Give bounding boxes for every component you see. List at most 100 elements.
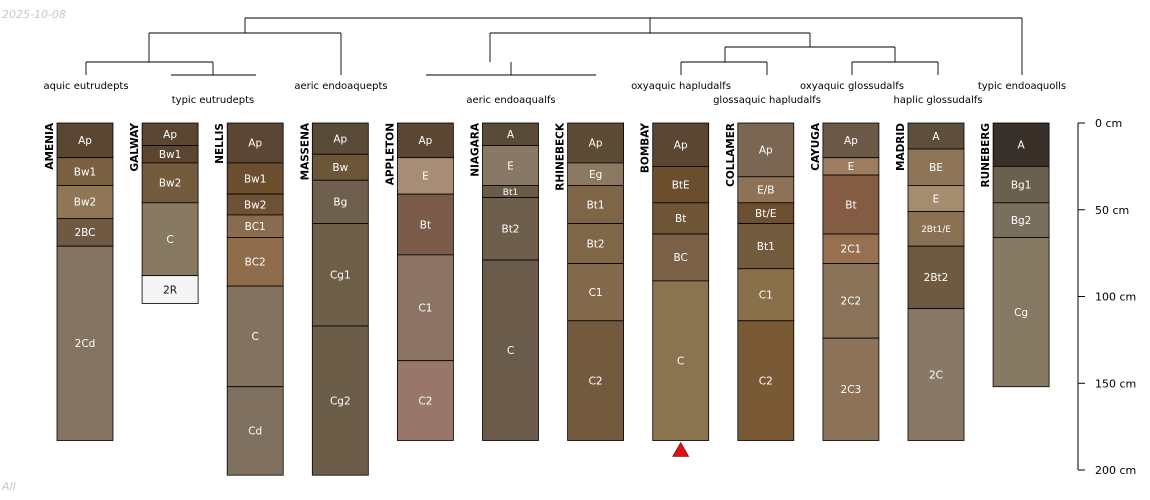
horizon-label: E/B — [757, 185, 774, 197]
profile-niagara: NIAGARA A E Bt1 Bt2 C — [470, 122, 539, 441]
horizon-2bt2 — [907, 245, 965, 310]
horizon-c2 — [396, 360, 454, 441]
horizon-cd — [226, 386, 284, 476]
horizon-cg2 — [311, 325, 369, 476]
profile-name: RUNEBERG — [980, 123, 992, 187]
horizon-2c3 — [822, 337, 880, 441]
horizon-be — [907, 148, 965, 186]
horizon-bg1 — [992, 165, 1050, 204]
horizon-label: BC1 — [245, 221, 266, 233]
horizon-label: 2C — [929, 369, 943, 381]
horizon-label: Ap — [844, 135, 858, 147]
horizon-label: Ap — [163, 129, 177, 141]
horizon-label: Bw2 — [244, 199, 266, 211]
horizon-bt — [822, 174, 880, 235]
horizon-label: 2Bt1/E — [921, 225, 951, 235]
horizon-label: C2 — [589, 375, 603, 387]
horizon-label: Cd — [248, 426, 262, 438]
taxon-label: typic eutrudepts — [172, 95, 254, 106]
horizon-ap — [56, 122, 114, 159]
horizon-c — [141, 202, 199, 277]
horizon-label: A — [932, 131, 940, 143]
horizon-label: Bt2 — [587, 238, 605, 250]
horizon-c2 — [737, 320, 795, 441]
horizon-label: 2C1 — [841, 244, 862, 256]
profile-name: MASSENA — [299, 122, 311, 180]
horizon-label: E — [848, 161, 855, 173]
horizon-label: A — [507, 129, 515, 141]
profile-bombay: BOMBAY Ap BtE Bt BC C — [640, 122, 710, 441]
horizon-label: C1 — [589, 287, 603, 299]
horizon-c2 — [567, 320, 624, 441]
horizon-label: Ap — [589, 138, 603, 150]
horizon-label: Bw1 — [159, 149, 181, 161]
profile-name: NIAGARA — [470, 122, 482, 177]
horizon-label: Bw1 — [74, 166, 96, 178]
profile-appleton: APPLETON Ap E Bt C1 C2 — [384, 122, 454, 441]
horizon-label: Ap — [78, 135, 92, 147]
horizon-bt — [652, 202, 710, 235]
profile-rhinebeck: RHINEBECK Ap Eg Bt1 Bt2 C1 C2 — [555, 122, 624, 441]
horizon-label: Bw — [332, 162, 348, 174]
horizon-bt1 — [567, 185, 624, 225]
horizon-label: Bt — [420, 219, 431, 231]
profile-nellis: NELLIS Ap Bw1 Bw2 BC1 BC2 C Cd — [214, 122, 284, 476]
horizon-label: BC2 — [245, 257, 266, 269]
horizon-label: Bt1 — [503, 188, 518, 198]
taxon-label: glossaquic hapludalfs — [713, 95, 821, 106]
horizon-c — [652, 280, 710, 441]
horizon-label: BtE — [672, 179, 690, 191]
profile-name: COLLAMER — [725, 123, 737, 187]
horizon-bw1 — [56, 157, 114, 186]
horizon-label: Bg1 — [1011, 179, 1032, 191]
horizon-label: Bg — [333, 197, 347, 209]
taxon-label: oxyaquic hapludalfs — [631, 81, 731, 92]
horizon-bc — [652, 233, 710, 282]
horizon-label: 2Bt2 — [924, 272, 949, 284]
axis-tick-label: 50 cm — [1095, 204, 1129, 217]
horizon-label: Ap — [418, 135, 432, 147]
horizon-label: Bw2 — [159, 178, 181, 190]
horizon-label: Cg — [1014, 307, 1028, 319]
horizon-bc2 — [226, 237, 284, 287]
horizon-a — [907, 122, 965, 150]
profile-runeberg: RUNEBERG A Bg1 Bg2 Cg — [980, 122, 1050, 388]
horizon-bt1 — [737, 223, 795, 270]
taxon-label: aeric endoaquepts — [294, 81, 387, 92]
horizon-label: A — [1018, 139, 1026, 151]
horizon-bt2 — [482, 197, 539, 261]
horizon-c1 — [567, 263, 624, 322]
horizon-label: C2 — [418, 395, 432, 407]
taxon-label: oxyaquic glossudalfs — [800, 81, 904, 92]
horizon-bte — [652, 165, 710, 204]
profile-name: RHINEBECK — [555, 122, 567, 191]
horizon-cg1 — [311, 223, 369, 327]
horizon-a — [992, 122, 1050, 167]
horizon-bw1 — [226, 162, 284, 195]
taxon-label: typic endoaquolls — [978, 81, 1066, 92]
profile-name: MADRID — [895, 123, 907, 171]
axis-tick-label: 100 cm — [1095, 291, 1136, 304]
horizon-label: Eg — [589, 169, 602, 181]
profile-massena: MASSENA Ap Bw Bg Cg1 Cg2 — [299, 122, 369, 476]
axis-tick-label: 200 cm — [1095, 464, 1136, 477]
profile-madrid: MADRID A BE E 2Bt1/E 2Bt2 2C — [895, 122, 965, 441]
horizon-e — [907, 185, 965, 212]
horizon-label: C — [677, 355, 684, 367]
triangle-marker-icon — [672, 441, 690, 457]
horizon-label: Ap — [674, 139, 688, 151]
profile-amenia: AMENIA Ap Bw1 Bw2 2BC 2Cd — [44, 122, 114, 441]
horizon-label: 2C2 — [841, 296, 862, 308]
horizon-label: BC — [674, 252, 688, 264]
horizon-c — [226, 285, 284, 388]
corner-tag: All — [2, 480, 16, 493]
taxon-label: aquic eutrudepts — [43, 81, 128, 92]
horizon-label: Ap — [759, 145, 773, 157]
axis-tick-label: 150 cm — [1095, 377, 1136, 390]
horizon-bt2 — [567, 223, 624, 264]
taxon-label: haplic glossudalfs — [893, 95, 982, 106]
profile-name: AMENIA — [44, 122, 56, 169]
horizon-label: E — [507, 160, 514, 172]
